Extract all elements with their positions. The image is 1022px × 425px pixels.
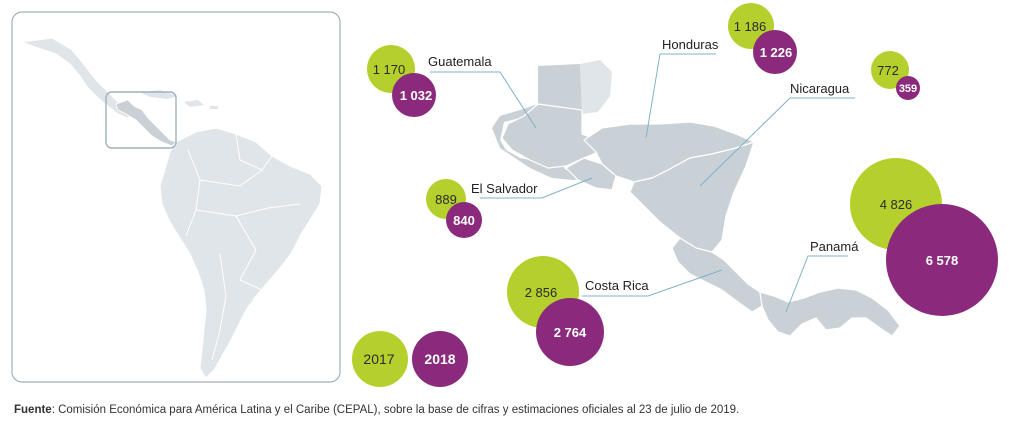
value-2018-panama: 6 578 xyxy=(926,253,959,268)
bubble-2018-honduras xyxy=(753,30,797,74)
inset-locator-box xyxy=(105,91,177,149)
value-2017-panama: 4 826 xyxy=(880,197,913,212)
inset-south-america xyxy=(159,127,323,379)
leader-lines xyxy=(430,53,855,313)
source-note: Fuente: Comisión Económica para América … xyxy=(14,404,1014,416)
leader-guatemala xyxy=(430,71,537,129)
country-labels: Guatemala Honduras Nicaragua El Salvador… xyxy=(428,37,859,293)
inset-hispaniola xyxy=(184,100,204,107)
legend: 2017 2018 xyxy=(352,331,468,387)
inset-mexico xyxy=(21,37,133,119)
leader-el-salvador xyxy=(480,177,593,199)
bubble-2018-guatemala xyxy=(392,73,436,117)
value-2017-costa-rica: 2 856 xyxy=(525,285,558,300)
bubble-2018-costa-rica xyxy=(536,298,604,366)
leader-honduras xyxy=(645,53,716,139)
label-guatemala: Guatemala xyxy=(428,54,492,69)
inset-borders xyxy=(185,133,301,361)
label-panama: Panamá xyxy=(810,239,859,254)
land-costa-rica xyxy=(671,237,763,313)
leader-costa-rica xyxy=(582,269,723,297)
label-honduras: Honduras xyxy=(662,37,719,52)
bubbles: 1 170 1 032 1 186 1 226 772 359 889 840 … xyxy=(367,3,998,366)
leader-nicaragua xyxy=(699,97,855,187)
value-2018-nicaragua: 359 xyxy=(899,83,917,95)
source-text: : Comisión Económica para América Latina… xyxy=(51,404,740,416)
value-2017-el-salvador: 889 xyxy=(435,192,457,207)
legend-swatch-2018 xyxy=(412,331,468,387)
value-2017-nicaragua: 772 xyxy=(877,63,899,78)
bubble-2018-el-salvador xyxy=(446,202,482,238)
label-el-salvador: El Salvador xyxy=(471,181,538,196)
value-2018-costa-rica: 2 764 xyxy=(554,325,587,340)
bubble-2018-nicaragua xyxy=(896,76,920,100)
leader-panama xyxy=(785,255,848,313)
inset-map xyxy=(11,11,341,383)
land-nicaragua xyxy=(629,141,755,253)
value-2018-guatemala: 1 032 xyxy=(400,88,433,103)
label-nicaragua: Nicaragua xyxy=(790,81,850,96)
legend-label-2017: 2017 xyxy=(363,351,394,367)
source-label: Fuente xyxy=(14,404,52,416)
land-mexico xyxy=(492,64,600,180)
label-costa-rica: Costa Rica xyxy=(585,278,649,293)
land-panama xyxy=(759,287,901,337)
land-guatemala xyxy=(501,103,599,169)
legend-label-2018: 2018 xyxy=(424,351,455,367)
value-2018-honduras: 1 226 xyxy=(760,45,793,60)
central-america-map xyxy=(492,60,901,337)
land-el-salvador xyxy=(565,157,617,191)
value-2017-guatemala: 1 170 xyxy=(373,62,406,77)
bubble-2017-nicaragua xyxy=(871,51,909,89)
land-belize xyxy=(580,60,612,114)
value-2018-el-salvador: 840 xyxy=(453,213,475,228)
value-2017-honduras: 1 186 xyxy=(734,19,767,34)
inset-puerto-rico xyxy=(210,106,218,109)
bubble-2018-panama xyxy=(886,204,998,316)
legend-swatch-2017 xyxy=(352,331,408,387)
